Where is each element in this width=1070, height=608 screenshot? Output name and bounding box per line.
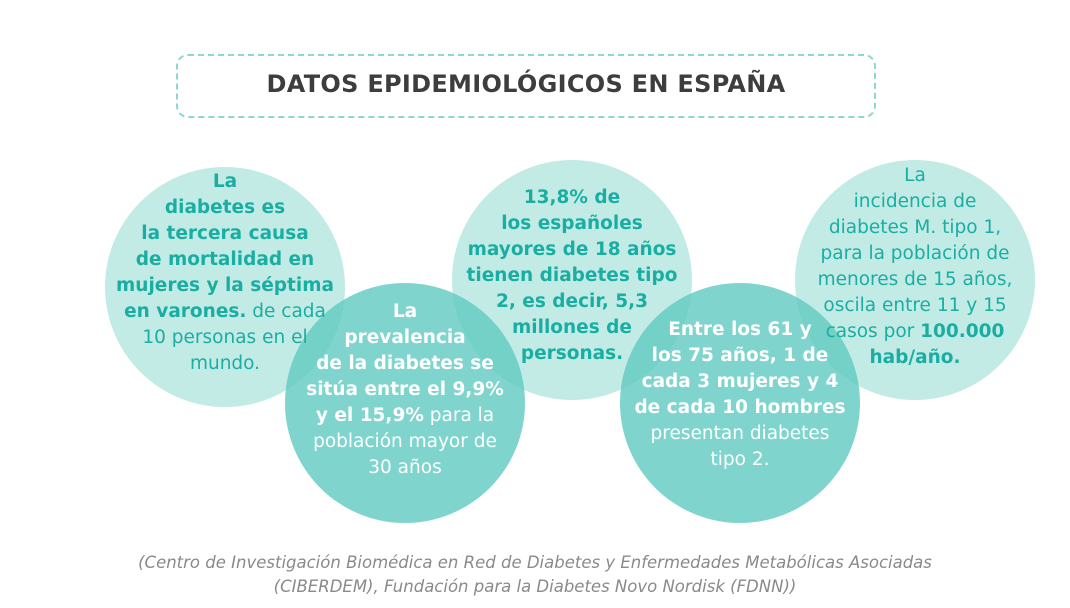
text-line: tipo 2. <box>610 447 870 473</box>
text-line: en varones. de cada <box>95 299 355 325</box>
text: presentan diabetes <box>650 423 830 444</box>
circle-text: 13,8% de los españoles mayores de 18 años t… <box>442 185 702 367</box>
source-line: (CIBERDEM), Fundación para la Diabetes N… <box>273 577 797 596</box>
text-line: sitúa entre el 9,9% <box>275 377 535 403</box>
text-line: para la población de <box>785 241 1045 267</box>
bold-text: 2, es decir, 5,3 <box>495 291 649 312</box>
circle-text: La prevalencia de la diabetes se sitúa entr… <box>275 299 535 481</box>
bold-text: hab/año. <box>869 347 961 368</box>
bold-text: millones de <box>512 317 632 338</box>
bold-text: prevalencia <box>344 327 466 348</box>
bold-text: los 75 años, 1 de <box>651 345 829 366</box>
text-line: 2, es decir, 5,3 <box>442 289 702 315</box>
bold-text: 100.000 <box>920 321 1005 342</box>
text: La <box>904 165 926 186</box>
title-frame <box>176 54 876 118</box>
text: para la población de <box>820 243 1010 264</box>
text-line: La <box>785 163 1045 189</box>
circle-text: La incidencia de diabetes M. tipo 1, para l… <box>785 163 1045 371</box>
text-line: de mortalidad en <box>95 247 355 273</box>
text-line: 13,8% de <box>442 185 702 211</box>
text-line: 30 años <box>275 455 535 481</box>
text-line: diabetes es <box>95 195 355 221</box>
bold-text: cada 3 mujeres y 4 <box>641 371 839 392</box>
text: población mayor de <box>313 431 497 452</box>
text-line: los españoles <box>442 211 702 237</box>
circle <box>795 160 1035 400</box>
circle <box>105 167 345 407</box>
text: menores de 15 años, <box>817 269 1013 290</box>
text-line: de cada 10 hombres <box>610 395 870 421</box>
text-line: presentan diabetes <box>610 421 870 447</box>
bold-text: de mortalidad en <box>135 249 315 270</box>
bold-text: La <box>212 171 238 192</box>
text-line: de la diabetes se <box>275 351 535 377</box>
text: mundo. <box>189 353 261 374</box>
text: diabetes M. tipo 1, <box>828 217 1002 238</box>
text: tipo 2. <box>710 449 770 470</box>
bold-text: de la diabetes se <box>316 353 494 374</box>
text-line: la tercera causa <box>95 221 355 247</box>
bold-text: la tercera causa <box>141 223 309 244</box>
text-line: personas. <box>442 341 702 367</box>
bold-text: diabetes es <box>164 197 286 218</box>
text: incidencia de <box>853 191 977 212</box>
text-line: población mayor de <box>275 429 535 455</box>
bold-text: y el 15,9% <box>315 405 424 426</box>
text-line: millones de <box>442 315 702 341</box>
bold-text: los españoles <box>501 213 643 234</box>
text-line: hab/año. <box>785 345 1045 371</box>
text-line: menores de 15 años, <box>785 267 1045 293</box>
text-line: oscila entre 11 y 15 <box>785 293 1045 319</box>
text-line: mundo. <box>95 351 355 377</box>
text-line: y el 15,9% para la <box>275 403 535 429</box>
circle <box>620 283 860 523</box>
text-line: cada 3 mujeres y 4 <box>610 369 870 395</box>
text-line: mayores de 18 años <box>442 237 702 263</box>
circle <box>285 283 525 523</box>
bold-text: personas. <box>520 343 624 364</box>
text: 10 personas en el <box>142 327 308 348</box>
text: 30 años <box>368 457 442 478</box>
bold-text: Entre los 61 y <box>668 319 812 340</box>
bold-text: en varones. <box>124 301 247 322</box>
text: de cada <box>246 301 326 322</box>
bold-text: sitúa entre el 9,9% <box>306 379 504 400</box>
text: casos por <box>825 321 921 342</box>
text-line: los 75 años, 1 de <box>610 343 870 369</box>
text-line: Entre los 61 y <box>610 317 870 343</box>
text-line: 10 personas en el <box>95 325 355 351</box>
text-line: prevalencia <box>275 325 535 351</box>
text-line: tienen diabetes tipo <box>442 263 702 289</box>
bold-text: mayores de 18 años <box>467 239 677 260</box>
bold-text: mujeres y la séptima <box>116 275 334 296</box>
circle <box>452 160 692 400</box>
bold-text: 13,8% de <box>523 187 621 208</box>
text: oscila entre 11 y 15 <box>823 295 1007 316</box>
text-line: incidencia de <box>785 189 1045 215</box>
bold-text: La <box>392 301 418 322</box>
circle-text: La diabetes es la tercera causa de mortalid… <box>95 169 355 377</box>
text: para la <box>423 405 495 426</box>
bold-text: tienen diabetes tipo <box>466 265 678 286</box>
circle-text: Entre los 61 y los 75 años, 1 de cada 3 mu… <box>610 317 870 473</box>
text-line: diabetes M. tipo 1, <box>785 215 1045 241</box>
text-line: mujeres y la séptima <box>95 273 355 299</box>
bold-text: de cada 10 hombres <box>634 397 846 418</box>
title: DATOS EPIDEMIOLÓGICOS EN ESPAÑA <box>266 70 786 98</box>
text-line: La <box>95 169 355 195</box>
source-line: (Centro de Investigación Biomédica en Re… <box>138 553 932 572</box>
text-line: La <box>275 299 535 325</box>
text-line: casos por 100.000 <box>785 319 1045 345</box>
